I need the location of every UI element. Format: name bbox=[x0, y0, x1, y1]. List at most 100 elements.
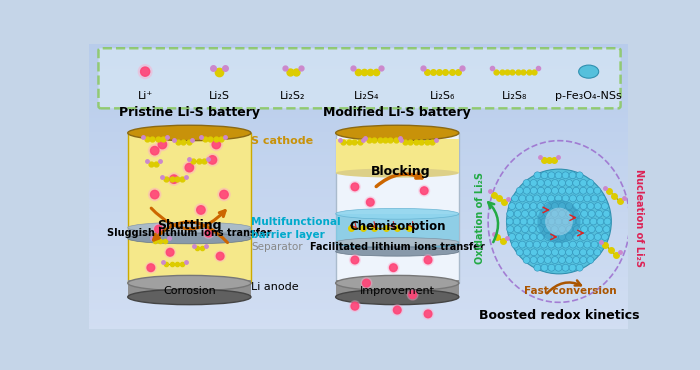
Bar bbox=[90, 107, 629, 110]
Ellipse shape bbox=[336, 238, 459, 248]
Bar bbox=[90, 201, 629, 204]
Bar bbox=[90, 195, 629, 198]
Circle shape bbox=[507, 210, 514, 217]
Circle shape bbox=[552, 233, 559, 240]
Circle shape bbox=[527, 218, 534, 225]
Bar bbox=[90, 121, 629, 124]
Circle shape bbox=[559, 179, 566, 186]
Text: Modified Li-S battery: Modified Li-S battery bbox=[323, 106, 471, 119]
Bar bbox=[90, 210, 629, 212]
Ellipse shape bbox=[128, 222, 251, 233]
Bar bbox=[90, 289, 629, 292]
Circle shape bbox=[349, 301, 360, 312]
Bar bbox=[90, 124, 629, 127]
Bar bbox=[90, 261, 629, 264]
Bar bbox=[90, 141, 629, 144]
Circle shape bbox=[512, 241, 519, 248]
Circle shape bbox=[581, 210, 588, 217]
Circle shape bbox=[537, 233, 544, 240]
Text: Nucleation of Li₂S: Nucleation of Li₂S bbox=[634, 169, 644, 267]
Circle shape bbox=[545, 203, 551, 209]
Circle shape bbox=[155, 225, 162, 233]
Circle shape bbox=[587, 203, 594, 209]
Bar bbox=[336, 139, 459, 173]
Circle shape bbox=[388, 262, 399, 273]
Circle shape bbox=[530, 179, 537, 186]
Circle shape bbox=[349, 181, 360, 192]
Ellipse shape bbox=[128, 275, 251, 291]
Text: Li₂S₄: Li₂S₄ bbox=[354, 91, 379, 101]
Bar bbox=[336, 214, 459, 243]
Circle shape bbox=[526, 195, 533, 202]
Bar bbox=[90, 98, 629, 101]
Bar bbox=[90, 101, 629, 104]
Circle shape bbox=[365, 197, 376, 208]
Circle shape bbox=[506, 218, 513, 225]
Bar bbox=[90, 218, 629, 221]
Bar bbox=[90, 255, 629, 258]
Circle shape bbox=[185, 164, 194, 172]
Bar bbox=[90, 284, 629, 286]
Bar bbox=[90, 187, 629, 190]
Circle shape bbox=[164, 247, 176, 258]
Circle shape bbox=[573, 179, 580, 186]
Ellipse shape bbox=[336, 247, 459, 256]
Circle shape bbox=[351, 302, 359, 310]
Bar bbox=[90, 212, 629, 215]
Bar bbox=[90, 207, 629, 210]
Bar bbox=[90, 167, 629, 170]
Circle shape bbox=[349, 255, 360, 265]
Circle shape bbox=[530, 256, 537, 263]
Circle shape bbox=[583, 218, 590, 225]
Circle shape bbox=[580, 233, 587, 240]
Circle shape bbox=[566, 226, 573, 233]
Text: Chemisorption: Chemisorption bbox=[349, 220, 445, 233]
Circle shape bbox=[544, 210, 551, 217]
Circle shape bbox=[552, 187, 559, 194]
Bar bbox=[90, 198, 629, 201]
Bar bbox=[90, 130, 629, 133]
Bar bbox=[90, 184, 629, 187]
Circle shape bbox=[522, 210, 528, 217]
Text: Multifunctional
barrier layer: Multifunctional barrier layer bbox=[251, 217, 341, 240]
Bar bbox=[90, 96, 629, 98]
Bar bbox=[90, 190, 629, 192]
Circle shape bbox=[537, 203, 544, 209]
Circle shape bbox=[218, 188, 230, 201]
Circle shape bbox=[523, 179, 530, 186]
Circle shape bbox=[538, 187, 545, 194]
Ellipse shape bbox=[128, 233, 251, 244]
Circle shape bbox=[167, 248, 174, 256]
Circle shape bbox=[424, 256, 432, 264]
Ellipse shape bbox=[128, 125, 251, 141]
Bar bbox=[90, 153, 629, 155]
Circle shape bbox=[545, 179, 552, 186]
Circle shape bbox=[580, 249, 587, 256]
Bar bbox=[336, 280, 459, 297]
Text: Li₂S₂: Li₂S₂ bbox=[280, 91, 306, 101]
Bar bbox=[90, 318, 629, 321]
Bar bbox=[90, 158, 629, 161]
Circle shape bbox=[591, 195, 598, 202]
Bar bbox=[90, 301, 629, 304]
Circle shape bbox=[531, 249, 538, 256]
Circle shape bbox=[530, 233, 537, 240]
Text: Sluggish lithium ions transfer: Sluggish lithium ions transfer bbox=[107, 228, 272, 238]
Bar bbox=[90, 244, 629, 247]
Circle shape bbox=[150, 147, 159, 155]
Bar bbox=[90, 275, 629, 278]
Circle shape bbox=[562, 264, 569, 271]
Circle shape bbox=[545, 256, 552, 263]
Circle shape bbox=[580, 187, 587, 194]
Bar bbox=[127, 133, 251, 283]
Circle shape bbox=[538, 200, 580, 243]
Circle shape bbox=[569, 241, 576, 248]
Bar bbox=[90, 44, 629, 47]
Circle shape bbox=[169, 175, 178, 184]
Circle shape bbox=[573, 256, 580, 263]
Bar bbox=[90, 67, 629, 70]
Circle shape bbox=[538, 249, 545, 256]
Circle shape bbox=[594, 187, 601, 194]
Circle shape bbox=[534, 172, 541, 179]
Bar bbox=[90, 113, 629, 115]
